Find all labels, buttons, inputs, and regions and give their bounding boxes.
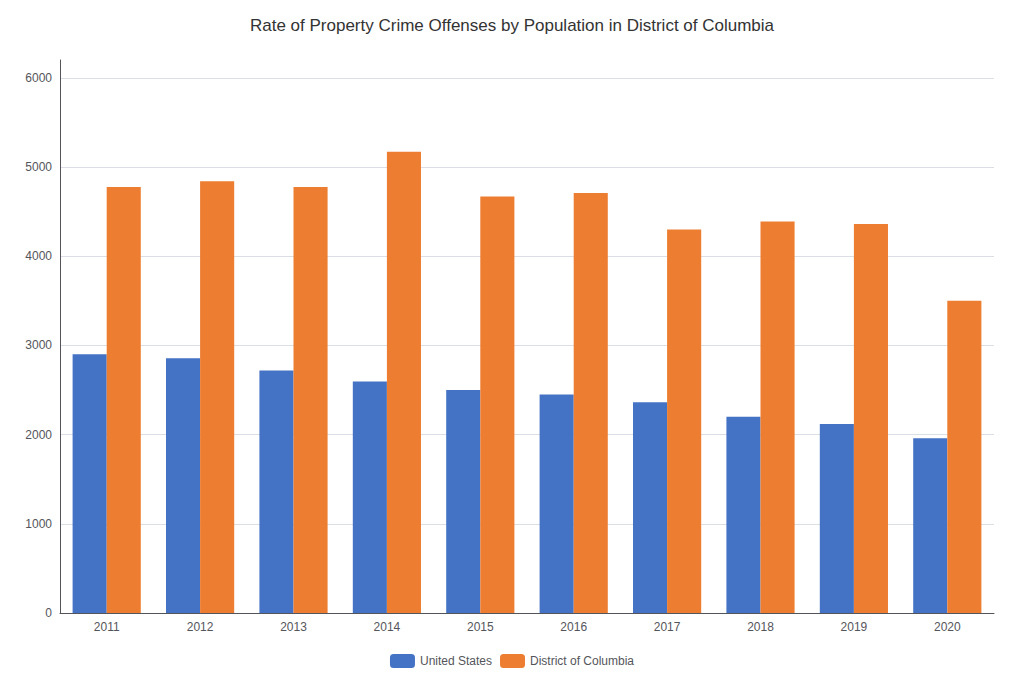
svg-text:Rate of Property Crime Offense: Rate of Property Crime Offenses by Popul…: [250, 16, 775, 35]
svg-text:District of Columbia: District of Columbia: [530, 654, 634, 668]
svg-text:5000: 5000: [25, 160, 52, 174]
svg-text:1000: 1000: [25, 517, 52, 531]
svg-text:2018: 2018: [747, 620, 774, 634]
svg-text:3000: 3000: [25, 338, 52, 352]
svg-text:2016: 2016: [560, 620, 587, 634]
svg-text:0: 0: [45, 606, 52, 620]
svg-text:2011: 2011: [94, 620, 120, 634]
svg-text:2020: 2020: [934, 620, 961, 634]
svg-text:4000: 4000: [25, 249, 52, 263]
svg-text:2017: 2017: [654, 620, 681, 634]
svg-text:2000: 2000: [25, 428, 52, 442]
svg-text:6000: 6000: [25, 71, 52, 85]
svg-text:2013: 2013: [280, 620, 307, 634]
svg-text:2015: 2015: [467, 620, 494, 634]
svg-text:2019: 2019: [841, 620, 868, 634]
svg-text:2012: 2012: [187, 620, 214, 634]
svg-text:United States: United States: [420, 654, 492, 668]
svg-text:2014: 2014: [374, 620, 401, 634]
